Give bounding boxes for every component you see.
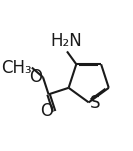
Text: O: O [29, 68, 42, 86]
Text: CH₃: CH₃ [1, 59, 31, 77]
Text: S: S [90, 94, 101, 112]
Text: O: O [40, 102, 53, 120]
Text: H₂N: H₂N [50, 32, 82, 50]
